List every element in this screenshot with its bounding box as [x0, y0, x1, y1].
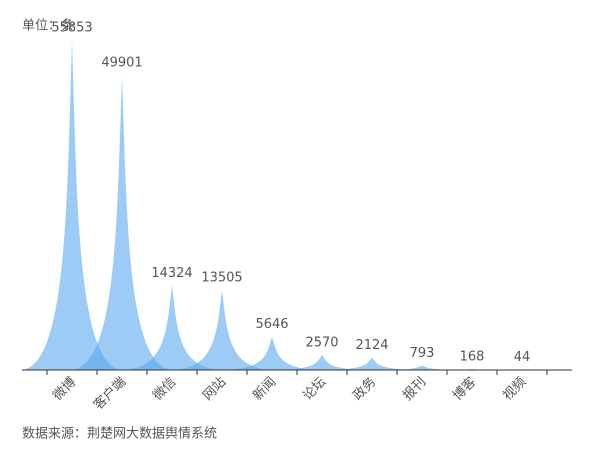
value-label: 44: [514, 350, 531, 365]
spike-bar: [370, 365, 474, 370]
spike-bar: [170, 290, 274, 370]
x-tick-label: 微博: [50, 375, 79, 404]
spike-bar: [70, 75, 174, 370]
value-label: 14324: [151, 266, 192, 281]
value-label: 168: [460, 350, 485, 365]
spike-bar: [220, 336, 324, 370]
x-tick-label: 微信: [150, 375, 179, 404]
x-tick-label: 论坛: [300, 375, 329, 404]
value-label: 13505: [201, 271, 242, 286]
value-label: 793: [410, 346, 435, 361]
value-label: 5646: [255, 317, 288, 332]
x-tick-label: 博客: [450, 374, 480, 404]
value-label: 49901: [101, 56, 142, 71]
x-tick-label: 政务: [350, 374, 380, 404]
x-tick-label: 新闻: [250, 374, 280, 404]
unit-label: 单位：条: [22, 18, 74, 34]
spike-bar: [120, 285, 224, 370]
source-note: 数据来源：荆楚网大数据舆情系统: [22, 426, 217, 442]
x-tick-label: 报刊: [400, 375, 429, 404]
x-tick-label: 视频: [500, 375, 529, 404]
spike-bar: [20, 40, 124, 370]
value-label: 55853: [51, 21, 92, 36]
spike-bar: [270, 354, 374, 370]
spike-bar: [320, 357, 424, 370]
value-label: 2570: [305, 335, 338, 350]
x-tick-label: 客户端: [90, 374, 129, 413]
x-tick-label: 网站: [200, 375, 229, 404]
value-label: 2124: [355, 338, 388, 353]
